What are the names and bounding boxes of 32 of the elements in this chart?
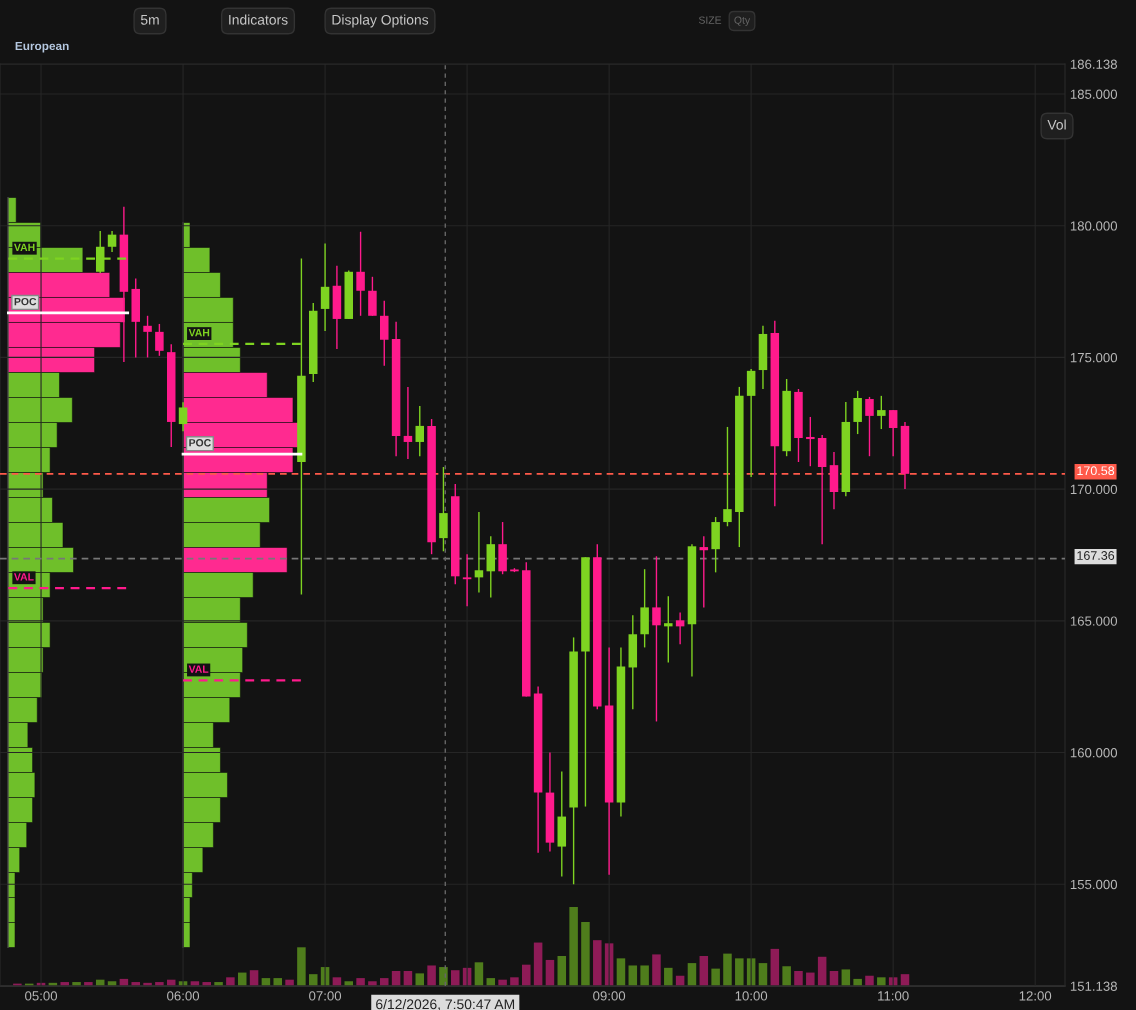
series-label: VAH [14, 243, 35, 251]
y-tick-label: 165.000 [1070, 616, 1118, 626]
y-tick-label: 160.000 [1070, 748, 1118, 758]
y-tick-label: 175.000 [1070, 352, 1118, 363]
x-tick-label: 09:00 [593, 991, 626, 1001]
y-tick-label: 186.138 [1070, 59, 1117, 69]
text: 6/12/2026, 7:50:47 AM [376, 998, 515, 1010]
ref-line-label: 170.58 [1077, 466, 1115, 476]
x-tick-label: 06:00 [167, 991, 200, 1001]
text: Qty [734, 16, 751, 26]
text: Indicators [229, 14, 288, 25]
x-tick-label: 12:00 [1019, 991, 1052, 1001]
text: 5m [140, 15, 159, 25]
y-tick-label: 151.138 [1070, 981, 1117, 991]
series-label: VAL [14, 573, 34, 581]
annotation: Vol [1047, 119, 1066, 130]
x-tick-label: 05:00 [25, 991, 58, 1001]
ref-line-label: 167.36 [1077, 551, 1115, 560]
text: Display Options [332, 14, 429, 28]
series-label: VAH [188, 329, 210, 337]
y-tick-label: 155.000 [1070, 879, 1118, 890]
series-label: POC [14, 297, 37, 306]
x-tick-label: 07:00 [309, 991, 342, 1001]
series-label: POC [189, 439, 211, 447]
y-tick-label: 180.000 [1070, 221, 1118, 231]
y-tick-label: 185.000 [1070, 89, 1118, 99]
x-tick-label: 10:00 [735, 991, 768, 1001]
text: SIZE [698, 16, 722, 24]
x-tick-label: 11:00 [878, 991, 909, 1001]
chart-title: European [15, 41, 69, 53]
y-tick-label: 170.000 [1070, 484, 1118, 495]
series-label: VAL [188, 665, 209, 673]
